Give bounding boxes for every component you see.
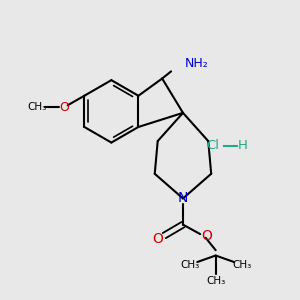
Text: CH₃: CH₃ (206, 276, 225, 286)
Text: O: O (201, 230, 212, 244)
Text: O: O (152, 232, 163, 247)
Text: CH₃: CH₃ (180, 260, 199, 270)
Text: N: N (178, 191, 188, 206)
Text: CH₃: CH₃ (232, 260, 251, 270)
Text: CH₃: CH₃ (27, 102, 46, 112)
Text: H: H (238, 139, 248, 152)
Text: O: O (59, 100, 69, 114)
Text: NH₂: NH₂ (184, 57, 208, 70)
Text: Cl: Cl (206, 139, 219, 152)
